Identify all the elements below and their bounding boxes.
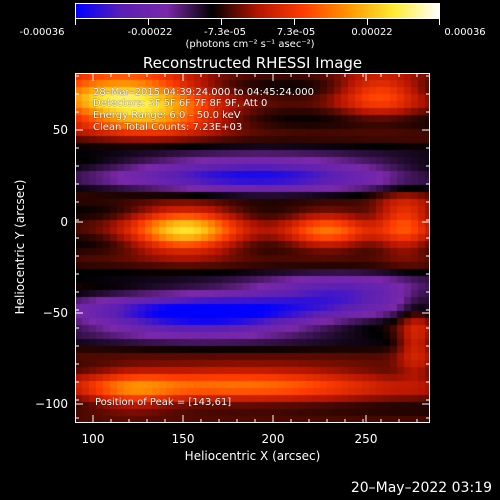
y-tick-label: −100 xyxy=(35,397,68,411)
energy-annotation: Energy Range: 6.0 – 50.0 keV xyxy=(93,110,241,121)
colorbar-tick-label: 7.3e-05 xyxy=(276,27,316,38)
time-annotation: 28–Mar–2015 04:39:24.000 to 04:45:24.000 xyxy=(93,87,314,98)
colorbar-tick-label: -0.00036 xyxy=(19,27,65,38)
datestamp: 20–May–2022 03:19 xyxy=(350,480,492,496)
x-tick-label: 200 xyxy=(261,432,285,446)
colorbar-tick-label: -0.00022 xyxy=(127,27,173,38)
y-tick-label: 50 xyxy=(52,123,68,137)
y-tick-label: 0 xyxy=(60,215,68,229)
x-tick-label: 150 xyxy=(171,432,195,446)
colorbar-tickmark xyxy=(294,19,295,25)
colorbar-tick-label: 0.00036 xyxy=(444,27,486,38)
x-tick-label: 100 xyxy=(81,432,105,446)
colorbar-tickmark xyxy=(148,19,149,25)
colorbar-tick-label: 0.00022 xyxy=(351,27,393,38)
x-axis-label: Heliocentric X (arcsec) xyxy=(184,449,321,463)
x-tick-label: 250 xyxy=(354,432,378,446)
colorbar-tickmark xyxy=(75,19,76,25)
y-axis-label: Heliocentric Y (arcsec) xyxy=(13,179,27,315)
peak-annotation: Position of Peak = [143,61] xyxy=(95,397,232,408)
image-canvas xyxy=(75,73,430,423)
image-title: Reconstructed RHESSI Image xyxy=(142,54,363,72)
colorbar xyxy=(75,3,440,19)
counts-annotation: Clean Total Counts: 7.23E+03 xyxy=(93,122,243,133)
colorbar-tickmark xyxy=(367,19,368,25)
colorbar-tickmark xyxy=(439,19,440,25)
rhessi-image-plot: 28–Mar–2015 04:39:24.000 to 04:45:24.000… xyxy=(75,73,430,423)
colorbar-tickmark xyxy=(221,19,222,25)
colorbar-units: (photons cm⁻² s⁻¹ asec⁻²) xyxy=(185,39,315,50)
detectors-annotation: Detectors: 3F 5F 6F 7F 8F 9F, Att 0 xyxy=(93,98,268,109)
y-tick-label: −50 xyxy=(42,306,68,320)
colorbar-tick-label: -7.3e-05 xyxy=(204,27,246,38)
